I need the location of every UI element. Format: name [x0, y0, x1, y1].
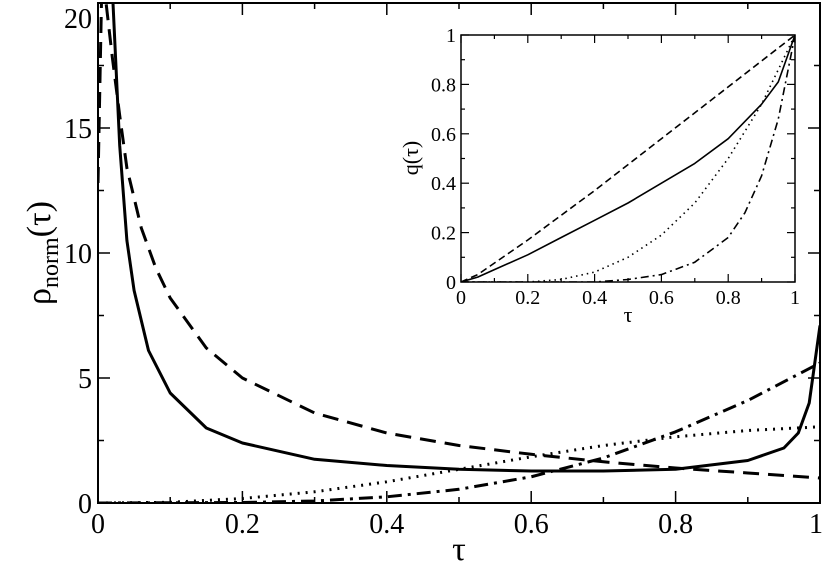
main-x-tick-label: 0 — [91, 509, 105, 540]
inset-series — [461, 35, 795, 282]
inset-series-line-dotted — [461, 35, 795, 282]
inset-series-line-dash-dot — [461, 35, 795, 282]
main-plot-frame — [97, 2, 821, 504]
main-series-line-dash-dot — [98, 361, 820, 503]
inset-series-line-dashed — [461, 35, 795, 282]
main-y-tick-label: 5 — [78, 364, 92, 395]
inset-tick-labels: 0 0.2 0.4 0.6 0.8 1 0 0.2 0.4 0.6 0.8 1 — [431, 25, 800, 309]
inset-background — [461, 35, 795, 282]
inset-plot-frame — [460, 34, 796, 283]
main-y-tick-label: 0 — [78, 489, 92, 520]
inset-plot: 0 0.2 0.4 0.6 0.8 1 0 0.2 0.4 0.6 0.8 1 τ q(τ) — [398, 25, 800, 327]
main-x-tick-label: 0.8 — [658, 509, 693, 540]
inset-x-tick-label: 1 — [790, 287, 800, 309]
main-series — [98, 3, 820, 503]
main-y-tick-label: 15 — [64, 114, 92, 145]
y-label-subscript: norm — [38, 237, 64, 288]
inset-x-tick-label: 0.4 — [582, 287, 607, 309]
inset-x-tick-label: 0 — [456, 287, 466, 309]
inset-y-axis-label: q(τ) — [398, 141, 423, 176]
main-y-tick-label: 20 — [64, 4, 92, 35]
y-label-symbol: ρ — [21, 288, 58, 305]
inset-y-tick-label: 0.2 — [431, 223, 456, 245]
inset-x-axis-label: τ — [624, 302, 633, 327]
main-y-axis-label: ρnorm(τ) — [21, 201, 64, 305]
inset-x-tick-label: 0.6 — [649, 287, 674, 309]
main-x-tick-label: 0.6 — [514, 509, 549, 540]
inset-y-tick-label: 0.6 — [431, 124, 456, 146]
main-x-axis-label: τ — [452, 531, 466, 565]
main-x-tick-label: 0.4 — [369, 509, 404, 540]
main-x-tick-label: 0.2 — [225, 509, 260, 540]
main-series-line-dotted — [98, 425, 820, 503]
y-label-argument: (τ) — [21, 201, 58, 237]
inset-x-tick-label: 0.8 — [716, 287, 741, 309]
main-series-line-solid — [111, 3, 820, 473]
inset-series-line-solid — [461, 35, 795, 282]
main-x-tick-label: 1 — [809, 509, 823, 540]
svg-text:ρnorm(τ): ρnorm(τ) — [21, 201, 64, 305]
inset-y-tick-label: 0 — [446, 272, 456, 294]
main-y-tick-label: 10 — [64, 239, 92, 270]
inset-y-tick-label: 0.8 — [431, 74, 456, 96]
main-series-line-dashed — [98, 3, 820, 480]
inset-x-tick-label: 0.2 — [515, 287, 540, 309]
inset-y-tick-label: 0.4 — [431, 173, 456, 195]
inset-y-tick-label: 1 — [446, 25, 456, 47]
